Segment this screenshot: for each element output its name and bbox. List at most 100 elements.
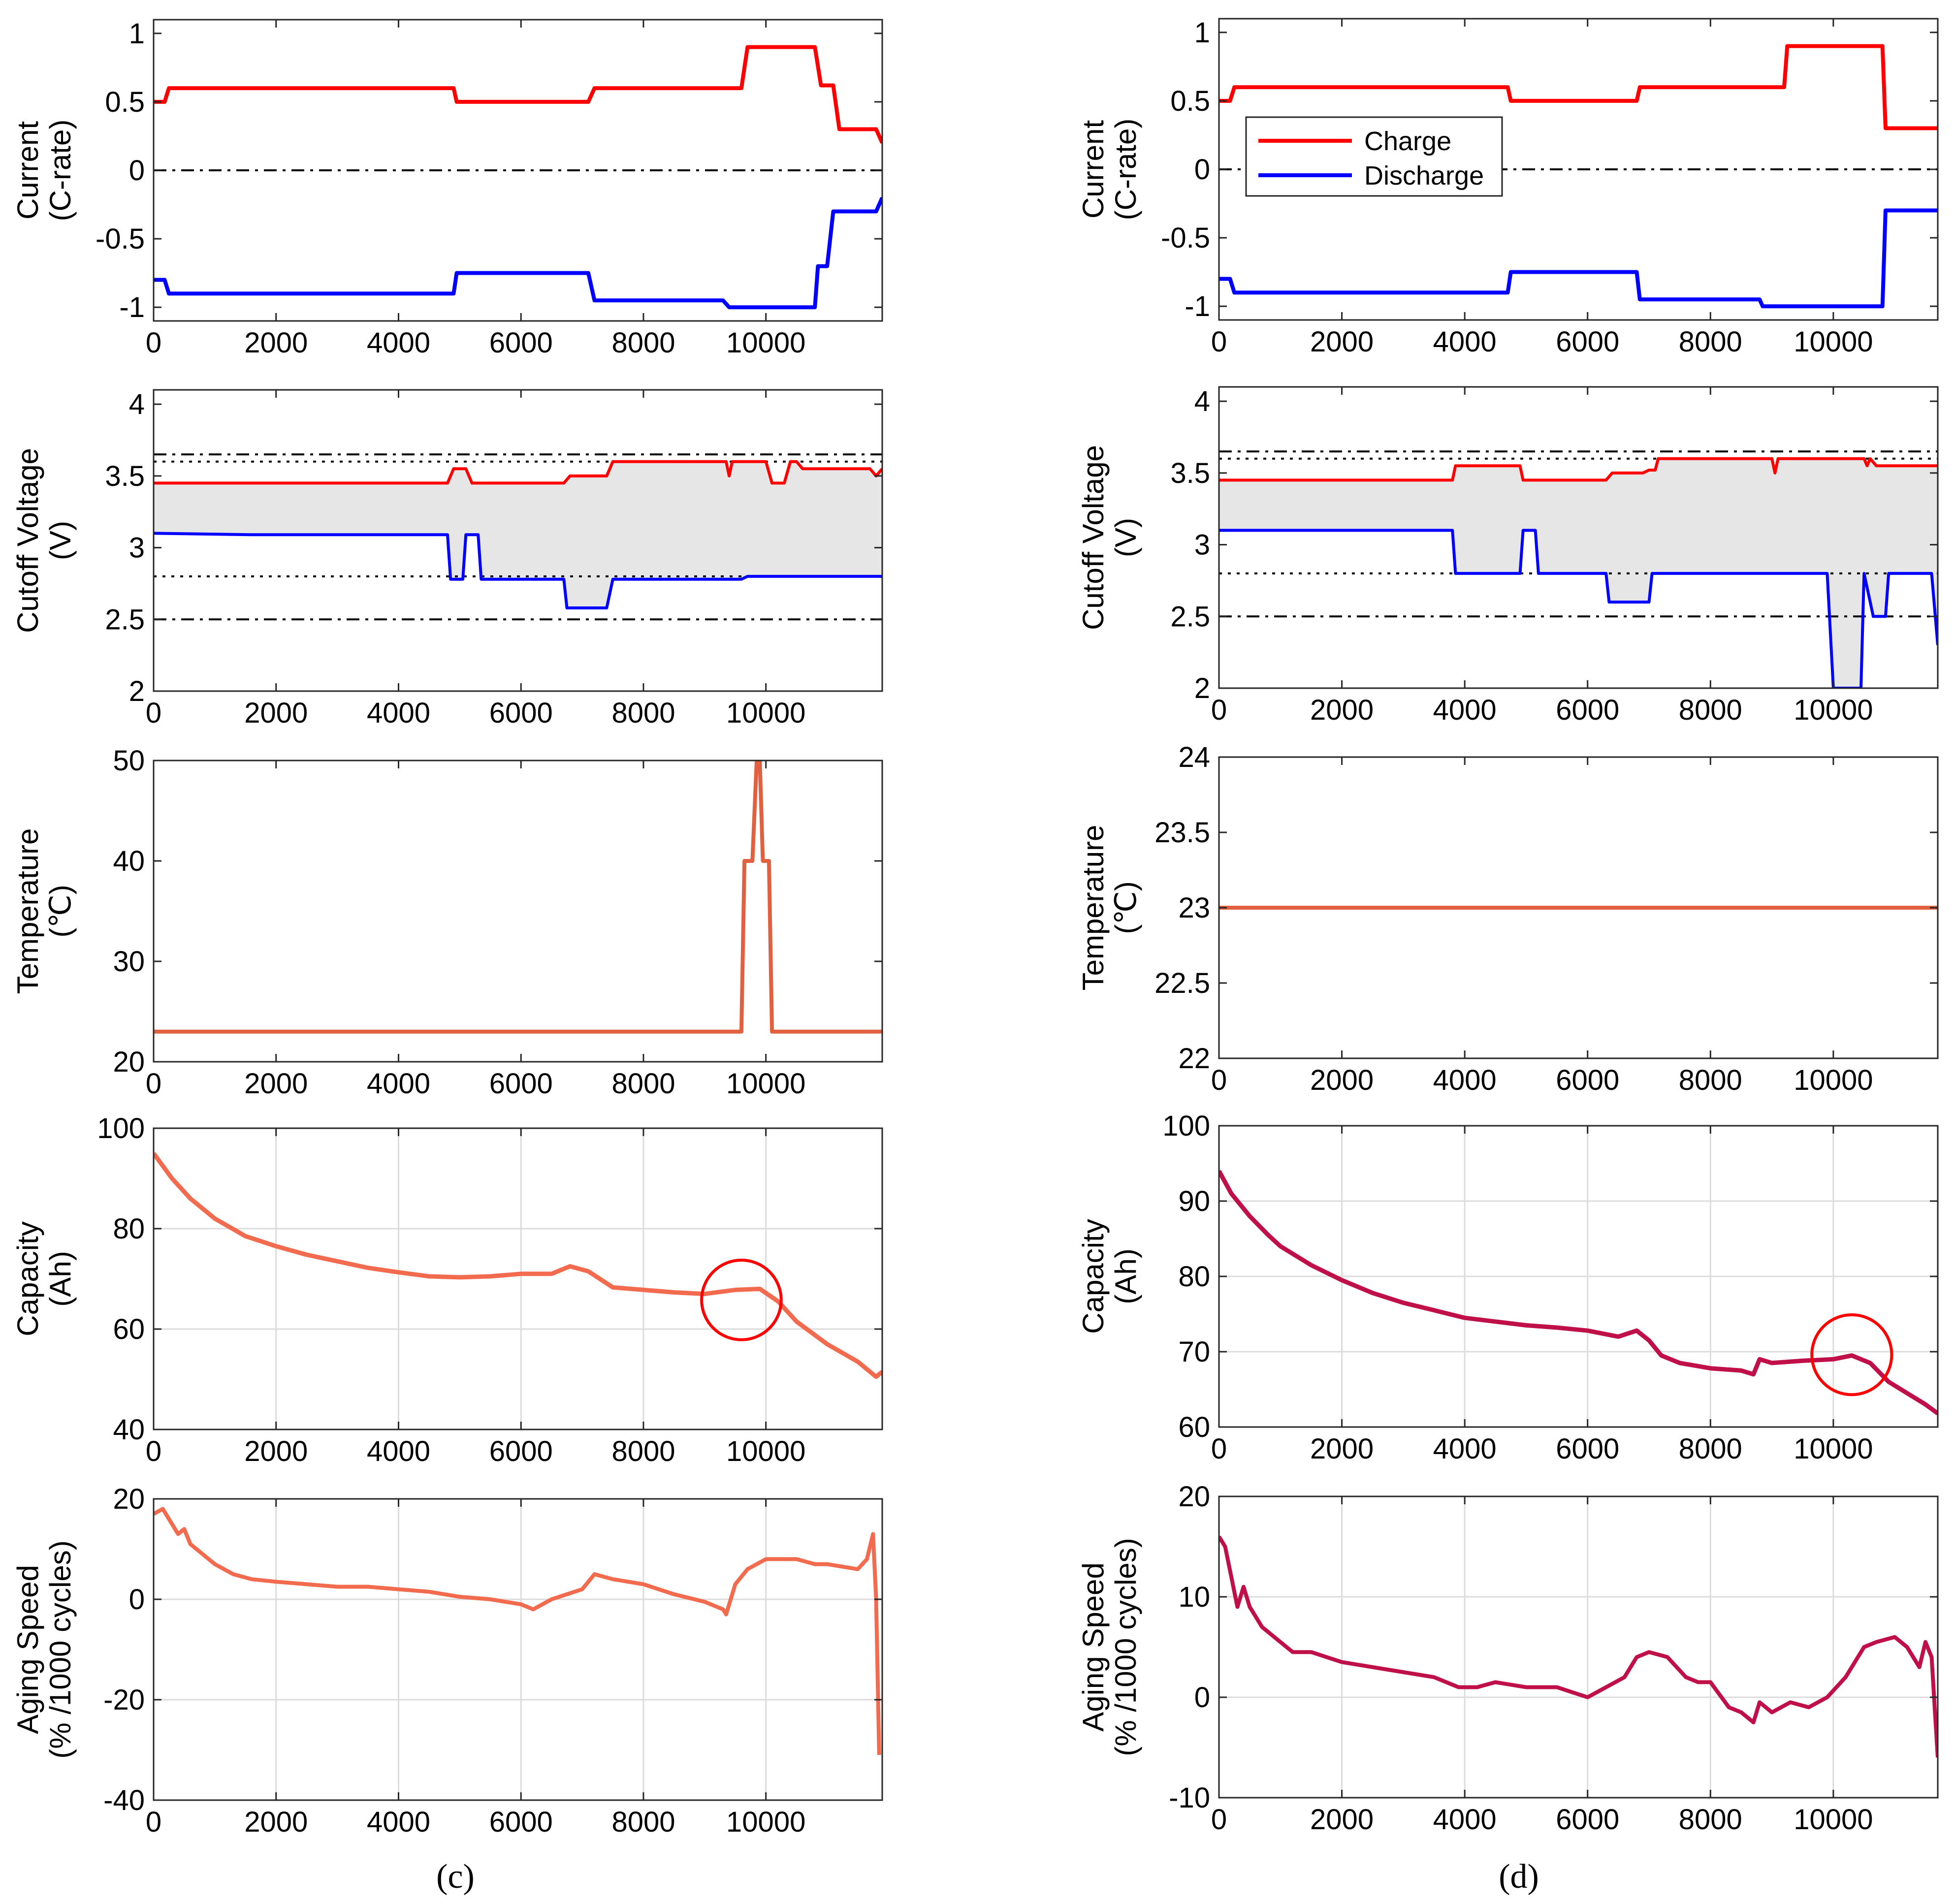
d-aging-ytick-label: 10 bbox=[1178, 1581, 1210, 1613]
d-temp-ytick-label: 22.5 bbox=[1154, 967, 1210, 999]
c-voltage-series-discharge-cutoff bbox=[154, 532, 882, 609]
c-aging-ytick-label: -20 bbox=[103, 1684, 145, 1716]
c-aging-xtick-label: 0 bbox=[146, 1806, 161, 1838]
d-temp-xtick-label: 4000 bbox=[1433, 1064, 1497, 1096]
c-capacity-xtick-label: 2000 bbox=[244, 1435, 308, 1467]
c-temp-ylabel-line: (℃) bbox=[44, 885, 77, 937]
c-voltage-ylabel: Cutoff Voltage(V) bbox=[11, 448, 77, 633]
c-voltage-xtick-label: 0 bbox=[146, 697, 161, 729]
d-capacity-plot-area bbox=[1219, 1170, 1938, 1416]
d-capacity-ytick-label: 70 bbox=[1178, 1336, 1210, 1368]
d-temp-ylabel-line: Temperature bbox=[1077, 825, 1110, 991]
d-capacity-ylabel-line: Capacity bbox=[1077, 1219, 1110, 1333]
charts-layer: 0 2000 4000 6000 8000 1000010.50-0.5-1Current… bbox=[11, 17, 1939, 1838]
d-voltage-axes-frame bbox=[1218, 386, 1939, 689]
d-temp-xtick-label: 6000 bbox=[1556, 1064, 1619, 1096]
d-capacity-ylabel-line: (Ah) bbox=[1109, 1248, 1142, 1304]
c-current-series-charge bbox=[154, 45, 882, 144]
d-temp-ylabel-line: (℃) bbox=[1109, 881, 1142, 934]
d-voltage-xtick-label: 10000 bbox=[1794, 694, 1873, 726]
d-capacity-xtick-label: 0 bbox=[1211, 1433, 1227, 1465]
d-voltage-plot-area bbox=[1219, 450, 1938, 688]
c-current-xtick-label: 6000 bbox=[489, 327, 553, 359]
d-voltage-xtick-label: 8000 bbox=[1679, 694, 1742, 726]
d-current-xtick-label: 2000 bbox=[1310, 326, 1374, 358]
c-current-xtick-label: 2000 bbox=[244, 327, 308, 359]
d-aging-ylabel: Aging Speed(% /1000 cycles) bbox=[1077, 1538, 1142, 1756]
d-capacity-highlight-circle bbox=[1810, 1313, 1893, 1396]
d-capacity-chart: 0 2000 4000 6000 8000 10000 60 70 80 90 100 Capacit… bbox=[1077, 1110, 1939, 1465]
c-temp-ytick-label: 40 bbox=[113, 845, 145, 877]
c-capacity-xtick-label: 4000 bbox=[367, 1435, 430, 1467]
d-current-series-discharge bbox=[1219, 208, 1938, 309]
d-capacity-xtick-label: 8000 bbox=[1679, 1433, 1742, 1465]
c-aging-chart: 0 2000 4000 6000 8000 10000 -40 -20 0 20 Aging Spe… bbox=[11, 1483, 883, 1838]
d-current-xtick-label: 8000 bbox=[1679, 326, 1742, 358]
d-capacity-ylabel: Capacity(Ah) bbox=[1077, 1219, 1142, 1333]
c-voltage-ylabel-line: (V) bbox=[44, 521, 77, 560]
c-voltage-ylabel-line: Cutoff Voltage bbox=[11, 448, 44, 633]
c-current-ytick-label: -0.5 bbox=[96, 223, 145, 255]
d-temp-xtick-label: 8000 bbox=[1679, 1064, 1742, 1096]
c-temp-xtick-label: 2000 bbox=[244, 1068, 308, 1100]
c-aging-xtick-label: 10000 bbox=[726, 1806, 805, 1838]
c-aging-xtick-label: 8000 bbox=[611, 1806, 675, 1838]
d-voltage-xtick-label: 0 bbox=[1211, 694, 1227, 726]
c-current-series-discharge bbox=[154, 196, 882, 310]
c-aging-axes-frame bbox=[153, 1498, 883, 1801]
c-aging-ytick-label: -40 bbox=[103, 1784, 145, 1816]
c-aging-xtick-label: 6000 bbox=[489, 1806, 553, 1838]
c-aging-xtick-label: 4000 bbox=[367, 1806, 430, 1838]
d-capacity-xtick-label: 2000 bbox=[1310, 1433, 1374, 1465]
d-current-legend-label-discharge: Discharge bbox=[1364, 161, 1484, 190]
c-current-ytick-label: 1 bbox=[129, 18, 145, 50]
c-voltage-series-charge-cutoff bbox=[154, 460, 882, 485]
c-capacity-xtick-label: 6000 bbox=[489, 1435, 553, 1467]
c-capacity-ytick-label: 60 bbox=[113, 1313, 145, 1345]
c-capacity-chart: 0 2000 4000 6000 8000 10000 40 60 80 100 Capacity(… bbox=[11, 1112, 883, 1467]
d-capacity-xtick-label: 10000 bbox=[1794, 1433, 1873, 1465]
d-capacity-ytick-label: 100 bbox=[1162, 1110, 1210, 1142]
d-voltage-series-discharge-cutoff bbox=[1219, 529, 1938, 688]
c-aging-ytick-label: 0 bbox=[129, 1584, 145, 1616]
c-voltage-plot-area bbox=[154, 453, 882, 621]
c-capacity-ytick-label: 80 bbox=[113, 1213, 145, 1245]
d-capacity-ytick-label: 80 bbox=[1178, 1261, 1210, 1293]
d-capacity-ytick-label: 60 bbox=[1178, 1411, 1210, 1443]
d-aging-xtick-label: 0 bbox=[1211, 1804, 1227, 1836]
d-aging-xtick-label: 8000 bbox=[1679, 1804, 1742, 1836]
d-voltage-ylabel-line: (V) bbox=[1109, 518, 1142, 557]
c-aging-xtick-label: 2000 bbox=[244, 1806, 308, 1838]
c-temp-chart: 0 2000 4000 6000 8000 10000 20 30 40 50 Temperatur… bbox=[11, 745, 883, 1100]
c-temp-xtick-label: 6000 bbox=[489, 1068, 553, 1100]
c-capacity-plot-area bbox=[154, 1152, 882, 1379]
panel-label-d: (d) bbox=[1499, 1858, 1539, 1896]
d-aging-ytick-label: 0 bbox=[1194, 1682, 1210, 1714]
d-voltage-ytick-label: 4 bbox=[1194, 385, 1210, 417]
c-aging-ytick-label: 20 bbox=[113, 1483, 145, 1515]
c-capacity-xtick-label: 10000 bbox=[726, 1435, 805, 1467]
c-voltage-ytick-label: 2.5 bbox=[105, 603, 145, 635]
d-current-xtick-label: 6000 bbox=[1556, 326, 1619, 358]
c-capacity-xtick-label: 0 bbox=[146, 1435, 161, 1467]
d-voltage-ytick-label: 2.5 bbox=[1170, 601, 1210, 633]
d-aging-ytick-label: -10 bbox=[1169, 1782, 1210, 1814]
d-current-xtick-label: 10000 bbox=[1794, 326, 1873, 358]
c-capacity-ylabel-line: (Ah) bbox=[44, 1251, 77, 1306]
d-voltage-ylabel-line: Cutoff Voltage bbox=[1077, 445, 1110, 630]
c-temp-ytick-label: 20 bbox=[113, 1046, 145, 1078]
c-current-ytick-label: 0 bbox=[129, 155, 145, 187]
c-current-ytick-label: 0.5 bbox=[105, 86, 145, 118]
d-current-ylabel: Current(C-rate) bbox=[1077, 119, 1142, 221]
d-voltage-ylabel: Cutoff Voltage(V) bbox=[1077, 445, 1142, 630]
d-current-ylabel-line: (C-rate) bbox=[1109, 119, 1142, 221]
d-current-ytick-label: 0.5 bbox=[1170, 85, 1210, 117]
d-current-ytick-label: 0 bbox=[1194, 154, 1210, 186]
d-temp-ylabel: Temperature(℃) bbox=[1077, 825, 1142, 991]
d-aging-xtick-label: 10000 bbox=[1794, 1804, 1873, 1836]
d-voltage-xtick-label: 4000 bbox=[1433, 694, 1497, 726]
c-temp-ylabel: Temperature(℃) bbox=[11, 828, 77, 994]
c-capacity-series-capacity bbox=[154, 1152, 882, 1379]
c-current-ytick-label: -1 bbox=[119, 291, 145, 323]
